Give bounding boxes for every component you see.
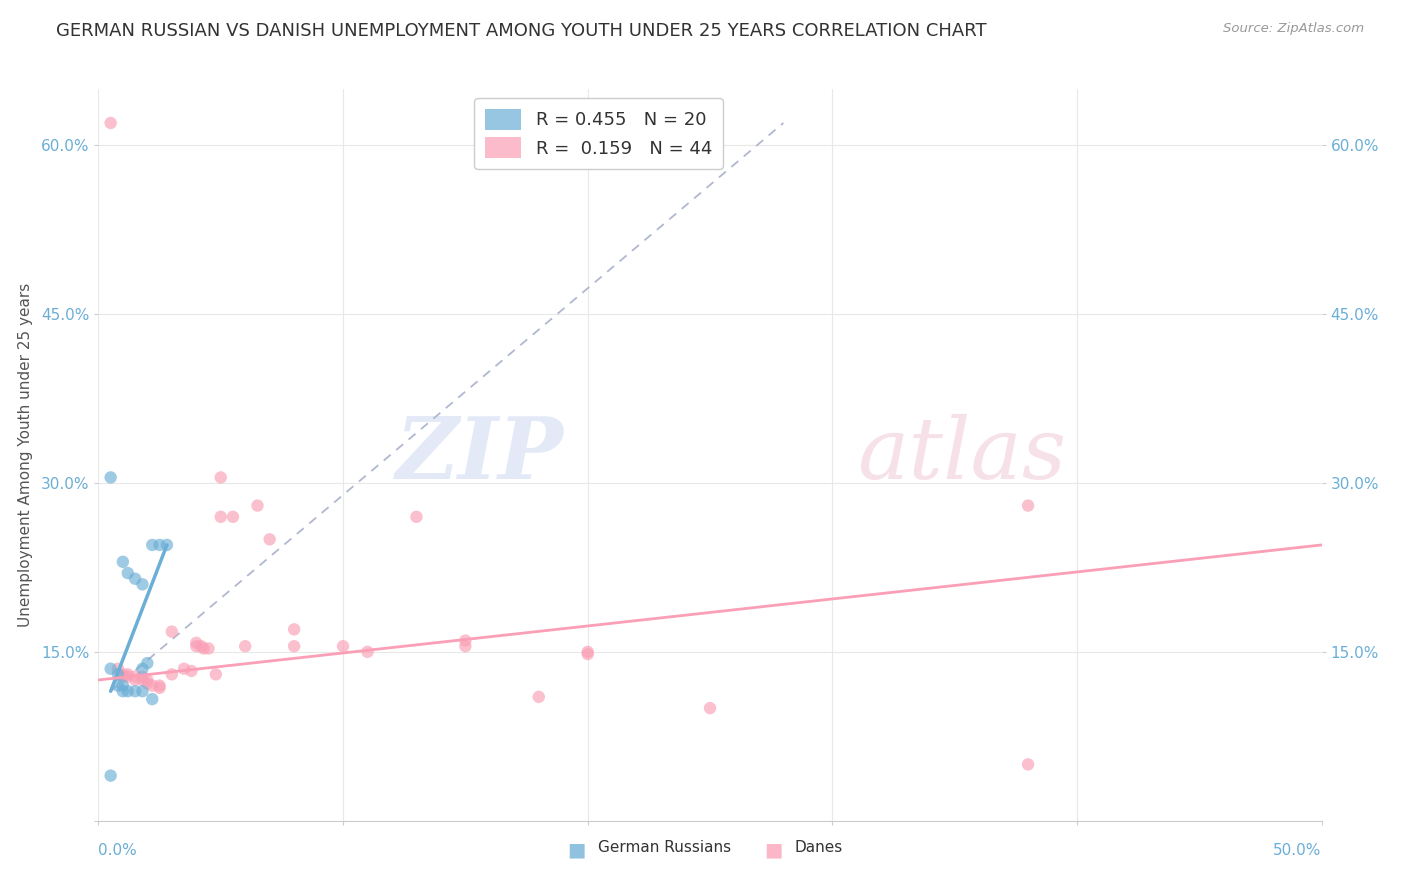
Point <box>117 684 139 698</box>
Point <box>141 679 163 693</box>
Point <box>209 509 232 524</box>
Point <box>124 684 146 698</box>
Point <box>1017 499 1039 513</box>
Point <box>124 673 146 687</box>
Point <box>405 509 427 524</box>
Point <box>246 499 269 513</box>
Point <box>454 633 477 648</box>
Point <box>131 670 153 684</box>
Point <box>186 636 208 650</box>
Point <box>259 533 281 547</box>
Text: atlas: atlas <box>856 414 1066 496</box>
Text: German Russians: German Russians <box>598 840 731 855</box>
Point <box>117 566 139 580</box>
Text: ZIP: ZIP <box>395 413 564 497</box>
Text: 50.0%: 50.0% <box>1274 843 1322 858</box>
Point <box>107 667 129 681</box>
Text: ■: ■ <box>567 840 586 859</box>
Point <box>111 684 134 698</box>
Point <box>111 670 134 684</box>
Point <box>699 701 721 715</box>
Point <box>576 647 599 661</box>
Point <box>111 555 134 569</box>
Point <box>117 667 139 681</box>
Point <box>136 676 159 690</box>
Point <box>131 662 153 676</box>
Point <box>454 639 477 653</box>
Point <box>107 662 129 676</box>
Point <box>100 662 122 676</box>
Point <box>149 681 172 695</box>
Point <box>160 667 183 681</box>
Point <box>100 769 122 783</box>
Point <box>209 470 232 484</box>
Point <box>124 670 146 684</box>
Point <box>205 667 228 681</box>
Point <box>173 662 195 676</box>
Point <box>527 690 550 704</box>
Point <box>160 624 183 639</box>
Text: 0.0%: 0.0% <box>98 843 138 858</box>
Point <box>111 667 134 681</box>
Point <box>117 670 139 684</box>
Point <box>356 645 378 659</box>
Point <box>131 577 153 591</box>
Point <box>222 509 245 524</box>
Point <box>156 538 179 552</box>
Text: ■: ■ <box>763 840 783 859</box>
Point <box>283 639 305 653</box>
Text: GERMAN RUSSIAN VS DANISH UNEMPLOYMENT AMONG YOUTH UNDER 25 YEARS CORRELATION CHA: GERMAN RUSSIAN VS DANISH UNEMPLOYMENT AM… <box>56 22 987 40</box>
Point <box>136 673 159 687</box>
Point <box>197 641 219 656</box>
Point <box>136 656 159 670</box>
Point <box>141 538 163 552</box>
Point <box>332 639 354 653</box>
Text: Source: ZipAtlas.com: Source: ZipAtlas.com <box>1223 22 1364 36</box>
Point <box>193 641 215 656</box>
Point <box>107 679 129 693</box>
Point <box>233 639 256 653</box>
Point <box>149 679 172 693</box>
Y-axis label: Unemployment Among Youth under 25 years: Unemployment Among Youth under 25 years <box>17 283 32 627</box>
Point <box>124 572 146 586</box>
Point <box>149 538 172 552</box>
Point <box>576 645 599 659</box>
Point <box>186 639 208 653</box>
Point <box>100 470 122 484</box>
Point <box>1017 757 1039 772</box>
Point <box>111 679 134 693</box>
Point <box>141 692 163 706</box>
Point <box>131 673 153 687</box>
Point <box>180 664 202 678</box>
Point <box>131 684 153 698</box>
Point <box>100 116 122 130</box>
Point <box>283 623 305 637</box>
Text: Danes: Danes <box>794 840 842 855</box>
Legend: R = 0.455   N = 20, R =  0.159   N = 44: R = 0.455 N = 20, R = 0.159 N = 44 <box>474 98 723 169</box>
Point <box>190 639 212 653</box>
